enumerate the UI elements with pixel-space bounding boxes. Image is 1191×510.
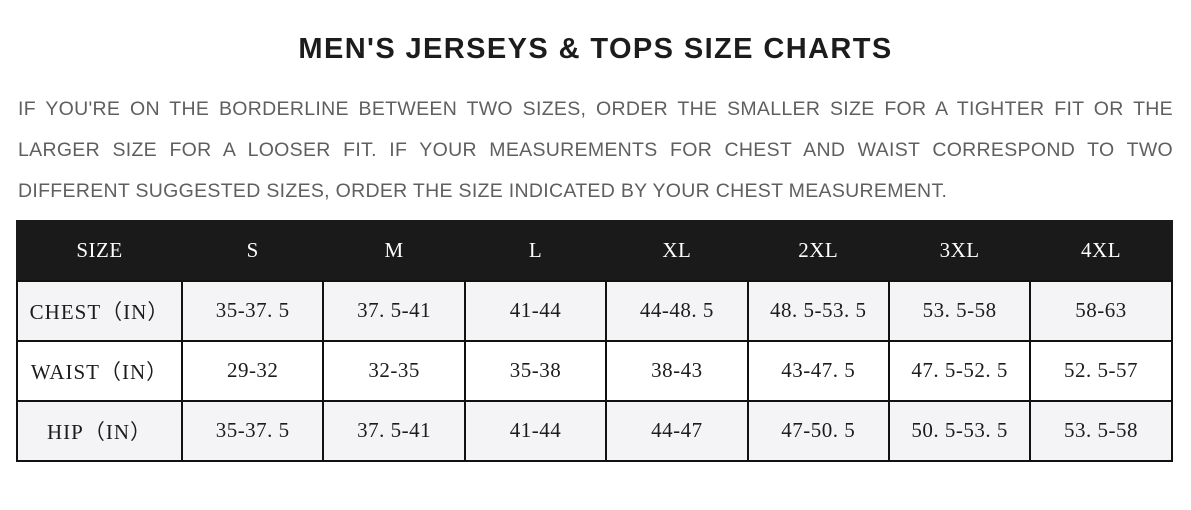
cell-chest-m: 37. 5-41: [322, 279, 466, 342]
column-header-size: SIZE: [16, 219, 183, 282]
cell-chest-4xl: 58-63: [1029, 279, 1173, 342]
cell-waist-s: 29-32: [180, 339, 325, 402]
cell-chest-s: 35-37. 5: [180, 279, 325, 342]
table-header-row: SIZE S M L XL 2XL 3XL 4XL: [16, 219, 1173, 282]
cell-hip-s: 35-37. 5: [180, 399, 325, 462]
table-row: HIP（IN） 35-37. 5 37. 5-41 41-44 44-47 47…: [16, 399, 1173, 462]
row-label-hip: HIP（IN）: [16, 399, 183, 462]
column-header-m: M: [322, 219, 466, 282]
row-label-chest: CHEST（IN）: [16, 279, 183, 342]
table-row: WAIST（IN） 29-32 32-35 35-38 38-43 43-47.…: [16, 339, 1173, 402]
size-table-container: SIZE S M L XL 2XL 3XL 4XL CHEST（IN） 35-3…: [0, 212, 1191, 462]
cell-waist-3xl: 47. 5-52. 5: [887, 339, 1032, 402]
cell-hip-4xl: 53. 5-58: [1029, 399, 1173, 462]
table-header: SIZE S M L XL 2XL 3XL 4XL: [16, 219, 1173, 282]
sizing-guidance-text: IF YOU'RE ON THE BORDERLINE BETWEEN TWO …: [18, 97, 1173, 202]
cell-waist-m: 32-35: [322, 339, 466, 402]
cell-hip-2xl: 47-50. 5: [746, 399, 890, 462]
cell-waist-2xl: 43-47. 5: [746, 339, 890, 402]
table-body: CHEST（IN） 35-37. 5 37. 5-41 41-44 44-48.…: [16, 279, 1173, 462]
cell-waist-l: 35-38: [463, 339, 608, 402]
cell-chest-xl: 44-48. 5: [605, 279, 749, 342]
cell-hip-3xl: 50. 5-53. 5: [887, 399, 1032, 462]
column-header-3xl: 3XL: [887, 219, 1032, 282]
cell-hip-xl: 44-47: [605, 399, 749, 462]
cell-chest-l: 41-44: [463, 279, 608, 342]
cell-waist-xl: 38-43: [605, 339, 749, 402]
column-header-s: S: [180, 219, 325, 282]
cell-chest-3xl: 53. 5-58: [887, 279, 1032, 342]
column-header-4xl: 4XL: [1029, 219, 1173, 282]
cell-waist-4xl: 52. 5-57: [1029, 339, 1173, 402]
column-header-2xl: 2XL: [746, 219, 890, 282]
size-chart-table: SIZE S M L XL 2XL 3XL 4XL CHEST（IN） 35-3…: [16, 219, 1173, 462]
column-header-xl: XL: [605, 219, 749, 282]
column-header-l: L: [463, 219, 608, 282]
cell-chest-2xl: 48. 5-53. 5: [746, 279, 890, 342]
cell-hip-m: 37. 5-41: [322, 399, 466, 462]
page-title: MEN'S JERSEYS & TOPS SIZE CHARTS: [298, 33, 893, 65]
table-row: CHEST（IN） 35-37. 5 37. 5-41 41-44 44-48.…: [16, 279, 1173, 342]
row-label-waist: WAIST（IN）: [16, 339, 183, 402]
cell-hip-l: 41-44: [463, 399, 608, 462]
